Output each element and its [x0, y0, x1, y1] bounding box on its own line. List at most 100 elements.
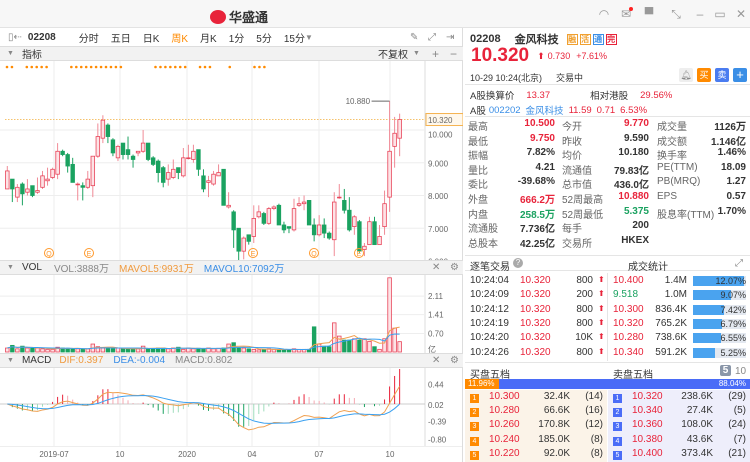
- candle[interactable]: [196, 149, 201, 176]
- candle[interactable]: [30, 185, 35, 198]
- candle[interactable]: [20, 182, 25, 206]
- candle[interactable]: [256, 205, 261, 219]
- period-tab[interactable]: 周K: [171, 33, 189, 45]
- level-price[interactable]: 10.280: [489, 405, 520, 417]
- candle[interactable]: [397, 113, 402, 157]
- candle[interactable]: [231, 210, 236, 248]
- candle[interactable]: [221, 168, 226, 206]
- candle[interactable]: [362, 242, 367, 257]
- candle[interactable]: [176, 167, 181, 180]
- candle[interactable]: [45, 167, 50, 186]
- candle[interactable]: [261, 211, 267, 225]
- candle[interactable]: [367, 216, 372, 246]
- level-price[interactable]: 10.400: [632, 447, 663, 459]
- adjust-select[interactable]: 不复权: [378, 50, 408, 61]
- a-share-row[interactable]: A股 002202 金风科技 11.59 0.71 6.53%: [470, 103, 647, 118]
- candle[interactable]: [332, 192, 337, 257]
- candle[interactable]: [65, 152, 70, 173]
- candle[interactable]: [311, 218, 317, 242]
- collapse-icon[interactable]: ▼: [7, 264, 14, 271]
- more-periods-chevron-icon[interactable]: ▼: [304, 32, 313, 42]
- candle[interactable]: [276, 203, 282, 226]
- candle[interactable]: [181, 148, 186, 178]
- candle[interactable]: [296, 197, 302, 207]
- event-marker[interactable]: E: [354, 248, 364, 259]
- sell-button[interactable]: 卖: [715, 68, 729, 82]
- candle[interactable]: [135, 150, 141, 157]
- help-icon[interactable]: ?: [513, 258, 523, 268]
- candle[interactable]: [357, 220, 362, 253]
- candle[interactable]: [60, 149, 65, 157]
- candle[interactable]: [100, 115, 106, 144]
- indicator-label[interactable]: 指标: [21, 50, 42, 61]
- alert-bell-button[interactable]: 🔔︎: [679, 68, 693, 82]
- candle[interactable]: [10, 178, 15, 203]
- candle[interactable]: [286, 226, 292, 234]
- expand-right-icon[interactable]: ⇥: [446, 31, 455, 43]
- candle[interactable]: [321, 218, 327, 239]
- a-share-name-link[interactable]: 金风科技: [525, 106, 564, 117]
- level-price[interactable]: 10.220: [489, 447, 520, 459]
- mail-icon[interactable]: ✉: [620, 7, 633, 21]
- candle[interactable]: [281, 221, 287, 234]
- candle[interactable]: [216, 164, 221, 177]
- candle[interactable]: [347, 197, 352, 232]
- level-price[interactable]: 10.260: [489, 419, 520, 431]
- zoom-out-button[interactable]: −: [450, 46, 458, 61]
- fullscreen-icon[interactable]: ⤢: [428, 31, 436, 43]
- candle[interactable]: [50, 167, 55, 180]
- candle[interactable]: [342, 188, 347, 214]
- collapse-left-icon[interactable]: ▯⇠: [8, 31, 22, 43]
- candle[interactable]: [171, 159, 176, 180]
- candle[interactable]: [125, 136, 131, 160]
- close-icon[interactable]: ✕: [735, 7, 747, 21]
- candlestick-chart[interactable]: 10.32010.0009.0008.0007.0006.00010.8805.…: [0, 61, 463, 260]
- depth-10-toggle[interactable]: 10: [735, 366, 747, 377]
- candle[interactable]: [241, 236, 246, 260]
- candle[interactable]: [226, 192, 231, 209]
- level-price[interactable]: 10.360: [632, 419, 663, 431]
- event-marker[interactable]: E: [84, 248, 94, 259]
- depth-5-toggle[interactable]: 5: [720, 365, 731, 376]
- candle[interactable]: [301, 195, 307, 211]
- candle[interactable]: [316, 215, 322, 237]
- candle[interactable]: [211, 170, 216, 186]
- period-tab[interactable]: 分时: [78, 33, 99, 45]
- candle[interactable]: [236, 227, 241, 260]
- candle[interactable]: [130, 154, 136, 168]
- shrink-icon[interactable]: ⤡: [671, 7, 681, 21]
- candle[interactable]: [201, 169, 206, 193]
- candle[interactable]: [5, 166, 10, 190]
- event-marker[interactable]: E: [248, 248, 258, 259]
- gear-icon[interactable]: ⚙: [450, 262, 459, 273]
- zoom-in-button[interactable]: +: [432, 46, 440, 61]
- candle[interactable]: [145, 142, 151, 162]
- candle[interactable]: [382, 190, 387, 235]
- period-tab[interactable]: 日K: [142, 33, 160, 45]
- candle[interactable]: [75, 182, 80, 201]
- a-share-code-link[interactable]: 002202: [488, 104, 521, 116]
- candle[interactable]: [186, 144, 191, 160]
- buy-button[interactable]: 买: [697, 68, 711, 82]
- period-tab[interactable]: 15分: [283, 33, 305, 45]
- candle[interactable]: [306, 200, 312, 226]
- candle[interactable]: [266, 206, 272, 225]
- level-price[interactable]: 10.380: [632, 433, 663, 445]
- candle[interactable]: [15, 184, 20, 203]
- candle[interactable]: [206, 175, 211, 198]
- candle[interactable]: [291, 198, 297, 232]
- close-indicator-icon[interactable]: ✕: [432, 355, 441, 366]
- candle[interactable]: [392, 116, 397, 168]
- event-marker[interactable]: Q: [309, 248, 319, 259]
- period-tab[interactable]: 月K: [200, 33, 217, 45]
- candle[interactable]: [251, 205, 256, 243]
- candle[interactable]: [150, 156, 156, 167]
- level-price[interactable]: 10.340: [632, 405, 663, 417]
- pen-icon[interactable]: ✎: [410, 31, 419, 43]
- candle[interactable]: [120, 142, 126, 160]
- collapse-icon[interactable]: ▼: [7, 50, 14, 57]
- candle[interactable]: [110, 138, 116, 157]
- adjust-chevron-icon[interactable]: ▼: [413, 50, 420, 57]
- candle[interactable]: [105, 123, 111, 144]
- candle[interactable]: [55, 143, 60, 180]
